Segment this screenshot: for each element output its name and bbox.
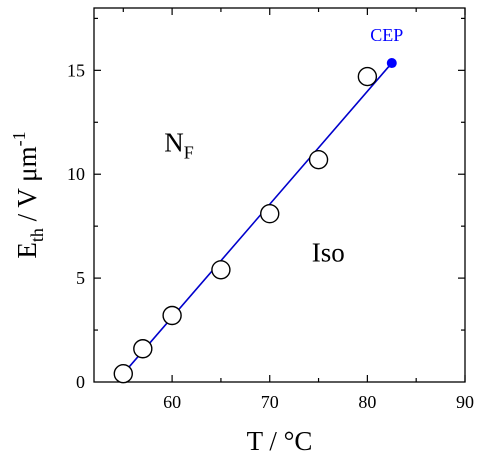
x-axis-ticks: 60 70 80 90 — [122, 8, 474, 412]
x-axis-title: T / °C — [247, 426, 313, 456]
x-tick-label: 60 — [163, 392, 181, 412]
y-axis-title: Eth / V μm-1 — [9, 131, 47, 258]
y-axis-title-base: E — [12, 242, 42, 259]
data-point — [260, 203, 280, 224]
data-point — [133, 339, 153, 359]
data-points — [113, 66, 378, 384]
fit-line — [122, 62, 393, 375]
y-tick-label: 15 — [67, 60, 85, 80]
region-label-iso: Iso — [312, 237, 345, 267]
x-tick-label: 70 — [261, 392, 279, 412]
cep-point — [386, 58, 397, 69]
data-point — [162, 305, 182, 326]
data-point — [308, 149, 329, 170]
y-axis-title-rest: / V μm — [12, 146, 42, 228]
y-tick-label: 0 — [76, 372, 85, 392]
y-tick-label: 5 — [76, 268, 85, 288]
data-point — [113, 363, 133, 384]
x-tick-label: 90 — [456, 392, 474, 412]
y-axis-title-superscript: -1 — [9, 131, 29, 146]
y-axis-ticks: 0 5 10 15 — [67, 17, 465, 392]
plot-frame — [93, 7, 466, 383]
y-tick-label: 10 — [67, 164, 85, 184]
data-point — [357, 66, 378, 87]
cep-label: CEP — [370, 25, 403, 45]
region-label-nf: NF — [164, 127, 194, 162]
y-axis-title-subscript: th — [27, 228, 47, 242]
data-point — [211, 260, 231, 280]
region-label-nf-sub: F — [184, 142, 194, 162]
x-tick-label: 80 — [358, 392, 376, 412]
region-label-nf-main: N — [164, 127, 184, 157]
plot-area: 60 70 80 90 0 5 10 15 — [67, 7, 474, 412]
